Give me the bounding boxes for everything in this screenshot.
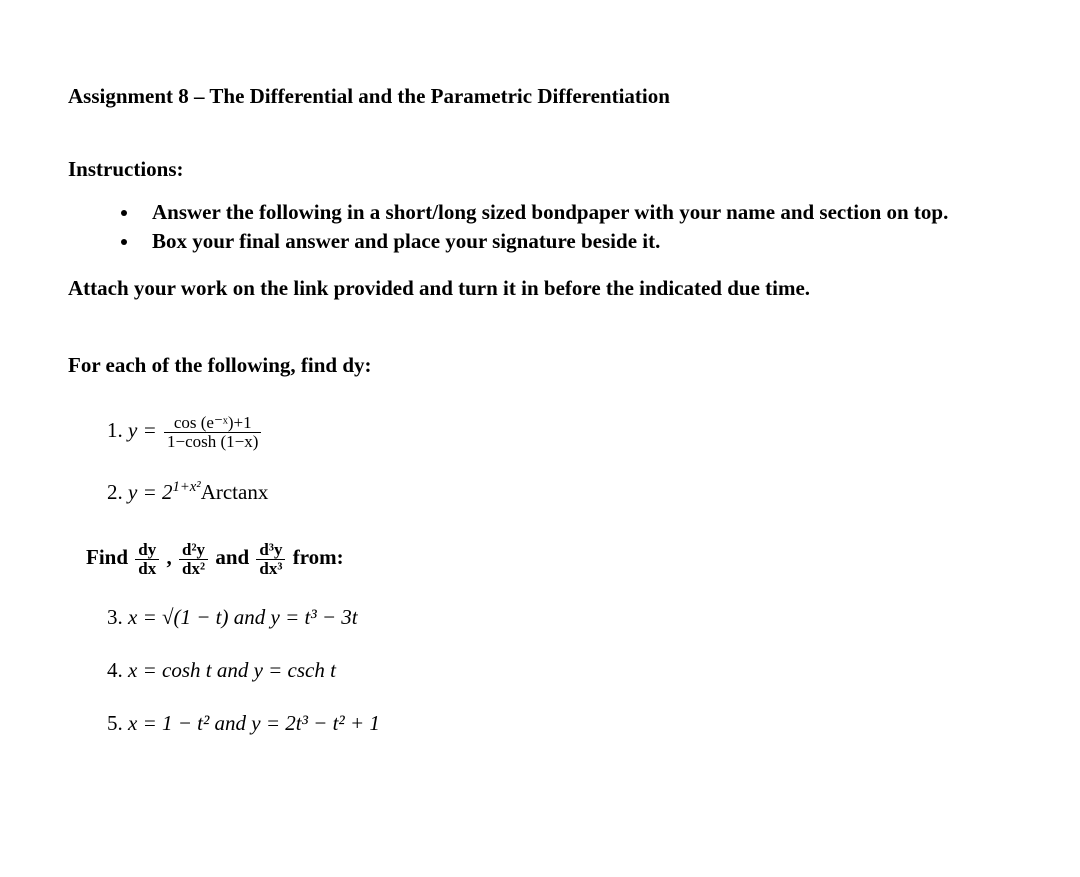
parametric-problems: x = √(1 − t) and y = t³ − 3t x = cosh t … [68,605,1012,736]
dy-dx-den: dx [135,560,159,578]
instruction-item: Box your final answer and place your sig… [140,229,1012,254]
p3-expr: x = √(1 − t) and y = t³ − 3t [128,605,358,629]
find-dy-prompt: For each of the following, find dy: [68,353,1012,378]
p4-expr: x = cosh t and y = csch t [128,658,336,682]
problem-5: x = 1 − t² and y = 2t³ − t² + 1 [128,711,1012,736]
assignment-title: Assignment 8 – The Differential and the … [68,84,1012,109]
sep1: , [167,545,178,569]
p2-exponent: 1+x² [173,479,201,495]
d2y-dx2-den: dx² [179,560,208,578]
p1-numerator: cos (e⁻ˣ)+1 [164,414,261,433]
dy-problems: y = cos (e⁻ˣ)+1 1−cosh (1−x) y = 21+x²Ar… [68,414,1012,505]
dy-dx-num: dy [135,541,159,560]
instruction-item: Answer the following in a short/long siz… [140,200,1012,225]
d3y-dx3-den: dx³ [256,560,285,578]
instructions-list: Answer the following in a short/long siz… [68,200,1012,254]
attach-note: Attach your work on the link provided an… [68,276,1012,301]
problem-3: x = √(1 − t) and y = t³ − 3t [128,605,1012,630]
and-word: and [215,545,254,569]
instructions-heading: Instructions: [68,157,1012,182]
p2-post: Arctanx [201,480,269,504]
dy-dx: dy dx [135,541,159,578]
p1-denominator: 1−cosh (1−x) [164,433,261,451]
d3y-dx3: d³y dx³ [256,541,285,578]
problem-1: y = cos (e⁻ˣ)+1 1−cosh (1−x) [128,414,1012,451]
d2y-dx2-num: d²y [179,541,208,560]
p1-lead: y = [128,418,162,442]
find-word: Find [86,545,133,569]
p1-fraction: cos (e⁻ˣ)+1 1−cosh (1−x) [164,414,261,451]
problem-4: x = cosh t and y = csch t [128,658,1012,683]
find-derivatives-prompt: Find dy dx , d²y dx² and d³y dx³ from: [68,541,1012,578]
document-page: Assignment 8 – The Differential and the … [0,0,1080,736]
d3y-dx3-num: d³y [256,541,285,560]
p2-pre: y = 2 [128,480,173,504]
problem-2: y = 21+x²Arctanx [128,479,1012,505]
d2y-dx2: d²y dx² [179,541,208,578]
from-word: from: [293,545,344,569]
p5-expr: x = 1 − t² and y = 2t³ − t² + 1 [128,711,380,735]
